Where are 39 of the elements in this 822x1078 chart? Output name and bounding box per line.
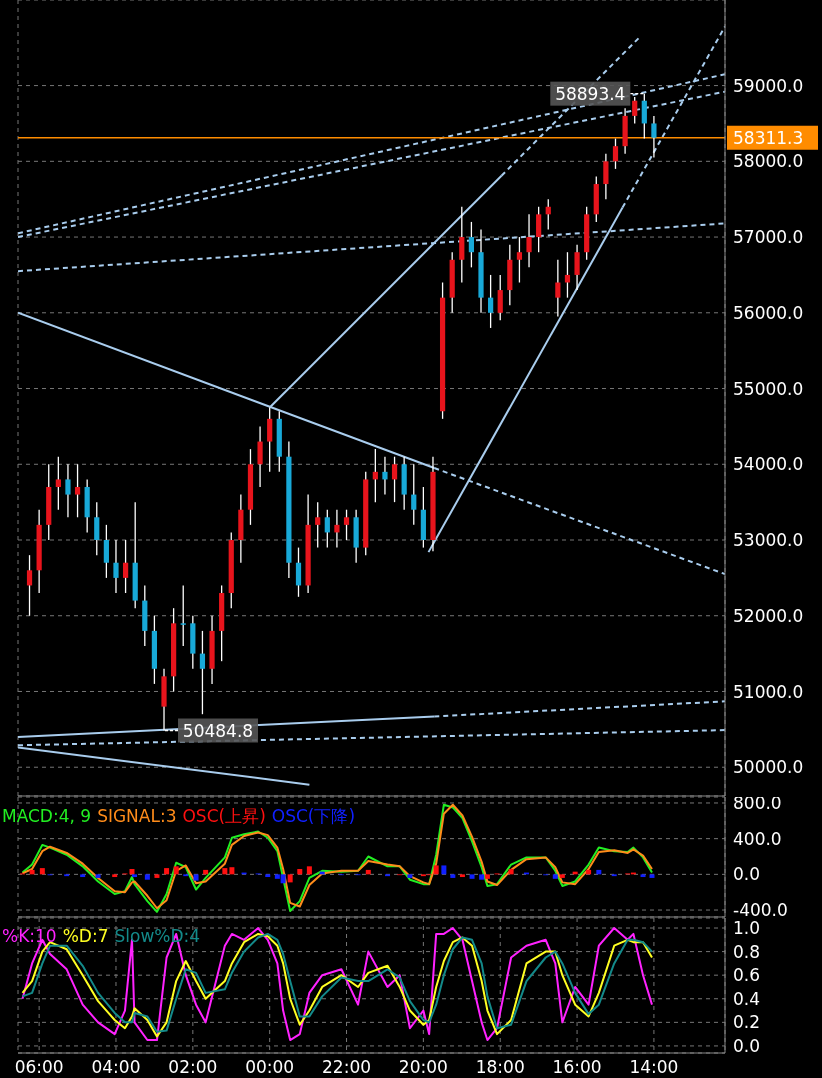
series-label: %K:10 bbox=[2, 926, 57, 946]
x-tick-label: 18:00 bbox=[475, 1057, 525, 1078]
y-tick-label: 0.0 bbox=[733, 1035, 761, 1056]
text: OSC(下降) bbox=[271, 806, 356, 826]
y-tick-label: 0.0 bbox=[733, 864, 761, 885]
x-tick-label: 06:00 bbox=[14, 1057, 64, 1078]
series-label: %D:7 bbox=[62, 926, 109, 946]
y-tick-label: 54000.0 bbox=[733, 454, 804, 475]
y-tick-label: 58000.0 bbox=[733, 151, 804, 172]
y-tick-label: 400.0 bbox=[733, 828, 782, 849]
annotation: 58893.4 bbox=[555, 83, 626, 104]
y-tick-label: 53000.0 bbox=[733, 530, 804, 551]
y-tick-label: 52000.0 bbox=[733, 605, 804, 626]
ref-line-label: 58311.3 bbox=[733, 127, 804, 148]
y-tick-label: 1.0 bbox=[733, 918, 761, 939]
y-tick-label: 50000.0 bbox=[733, 757, 804, 778]
y-tick-label: 800.0 bbox=[733, 793, 782, 814]
x-tick-label: 02:00 bbox=[168, 1057, 218, 1078]
annotation: 50484.8 bbox=[182, 720, 254, 741]
text: OSC(上昇) bbox=[182, 806, 266, 826]
y-tick-label: 59000.0 bbox=[733, 75, 804, 96]
y-tick-label: 0.6 bbox=[733, 965, 761, 986]
x-tick-label: 20:00 bbox=[398, 1057, 448, 1078]
y-tick-label: 57000.0 bbox=[733, 227, 804, 248]
x-tick-label: 04:00 bbox=[91, 1057, 141, 1078]
y-tick-label: 51000.0 bbox=[733, 681, 804, 702]
series-label: MACD:4, 9 bbox=[2, 806, 92, 826]
y-tick-label: 55000.0 bbox=[733, 378, 804, 399]
y-tick-label: 56000.0 bbox=[733, 302, 804, 323]
y-tick-label: 0.8 bbox=[733, 941, 761, 962]
x-tick-label: 00:00 bbox=[245, 1057, 295, 1078]
x-tick-label: 22:00 bbox=[322, 1057, 372, 1078]
y-tick-label: -400.0 bbox=[733, 900, 788, 921]
y-tick-label: 0.2 bbox=[733, 1012, 761, 1033]
text: SIGNAL:3 bbox=[97, 806, 177, 826]
x-tick-label: 14:00 bbox=[629, 1057, 679, 1078]
y-tick-label: 0.4 bbox=[733, 988, 761, 1009]
x-tick-label: 16:00 bbox=[552, 1057, 602, 1078]
series-label: Slow%D:4 bbox=[114, 926, 201, 946]
